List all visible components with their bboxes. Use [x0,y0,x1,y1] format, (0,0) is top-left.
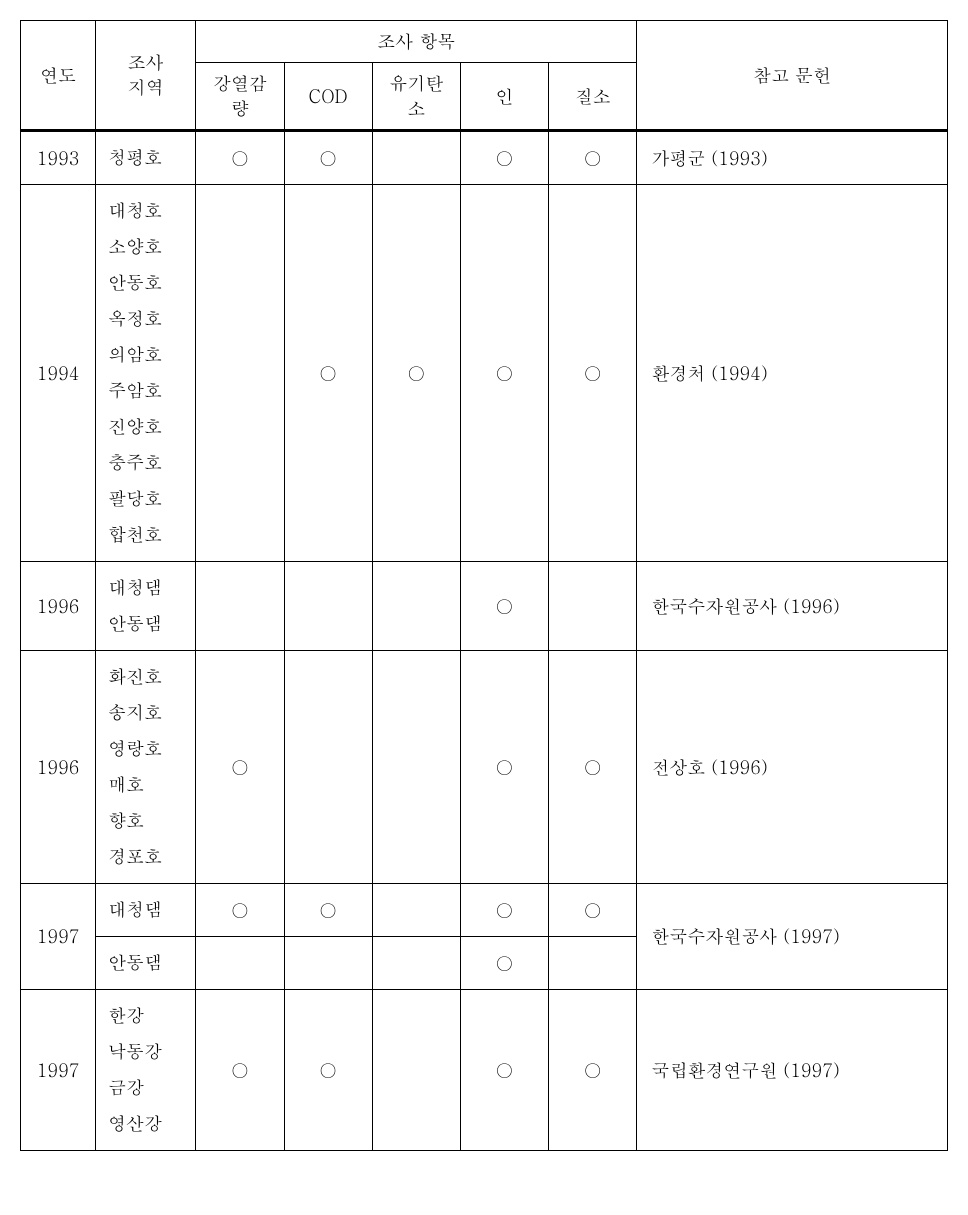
mark-cell-2 [372,562,460,651]
header-survey-items-group: 조사 항목 [196,21,637,63]
reference-cell: 한국수자원공사 (1997) [637,884,948,990]
mark-cell-2: ○ [372,185,460,562]
region-cell: 화진호송지호영랑호매호향호경포호 [96,651,196,884]
mark-cell-4: ○ [549,185,637,562]
mark-cell-4: ○ [549,131,637,185]
survey-table: 연도 조사지역 조사 항목 참고 문헌 강열감량 COD 유기탄소 인 질소 1… [20,20,948,1151]
mark-cell-0: ○ [196,990,284,1151]
mark-cell-0: ○ [196,651,284,884]
mark-cell-4 [549,562,637,651]
mark-cell-1 [284,562,372,651]
header-reference: 참고 문헌 [637,21,948,131]
mark-cell-4 [549,937,637,990]
header-item-1: COD [284,63,372,131]
table-row: 1996대청댐안동댐 ○ 한국수자원공사 (1996) [21,562,948,651]
mark-cell-2 [372,990,460,1151]
region-cell: 청평호 [96,131,196,185]
mark-cell-0 [196,937,284,990]
mark-cell-0: ○ [196,884,284,937]
table-row: 1996화진호송지호영랑호매호향호경포호○○○전상호 (1996) [21,651,948,884]
mark-cell-4: ○ [549,884,637,937]
reference-cell: 가평군 (1993) [637,131,948,185]
region-cell: 대청호소양호안동호옥정호의암호주암호진양호충주호팔당호합천호 [96,185,196,562]
region-cell: 대청댐안동댐 [96,562,196,651]
mark-cell-4: ○ [549,990,637,1151]
region-cell: 한강낙동강금강영산강 [96,990,196,1151]
mark-cell-4: ○ [549,651,637,884]
year-cell: 1996 [21,562,96,651]
mark-cell-3: ○ [460,884,548,937]
mark-cell-3: ○ [460,562,548,651]
header-region: 조사지역 [96,21,196,131]
mark-cell-1: ○ [284,131,372,185]
year-cell: 1993 [21,131,96,185]
reference-cell: 국립환경연구원 (1997) [637,990,948,1151]
region-cell: 안동댐 [96,937,196,990]
header-item-4: 질소 [549,63,637,131]
mark-cell-1 [284,937,372,990]
table-row: 1997한강낙동강금강영산강○○○○국립환경연구원 (1997) [21,990,948,1151]
mark-cell-2 [372,131,460,185]
reference-cell: 전상호 (1996) [637,651,948,884]
table-row: 1993청평호○○○○가평군 (1993) [21,131,948,185]
mark-cell-3: ○ [460,937,548,990]
mark-cell-3: ○ [460,990,548,1151]
mark-cell-3: ○ [460,651,548,884]
reference-cell: 환경처 (1994) [637,185,948,562]
mark-cell-1: ○ [284,884,372,937]
mark-cell-0 [196,185,284,562]
mark-cell-2 [372,651,460,884]
mark-cell-0: ○ [196,131,284,185]
year-cell: 1996 [21,651,96,884]
year-cell: 1994 [21,185,96,562]
table-body: 1993청평호○○○○가평군 (1993)1994대청호소양호안동호옥정호의암호… [21,131,948,1151]
header-item-0: 강열감량 [196,63,284,131]
mark-cell-1: ○ [284,185,372,562]
table-row: 1997대청댐○○○○한국수자원공사 (1997) [21,884,948,937]
region-cell: 대청댐 [96,884,196,937]
mark-cell-2 [372,884,460,937]
table-row: 1994대청호소양호안동호옥정호의암호주암호진양호충주호팔당호합천호○○○○환경… [21,185,948,562]
mark-cell-2 [372,937,460,990]
mark-cell-1 [284,651,372,884]
mark-cell-3: ○ [460,185,548,562]
year-cell: 1997 [21,990,96,1151]
mark-cell-3: ○ [460,131,548,185]
header-item-2: 유기탄소 [372,63,460,131]
mark-cell-1: ○ [284,990,372,1151]
reference-cell: 한국수자원공사 (1996) [637,562,948,651]
mark-cell-0 [196,562,284,651]
table-header: 연도 조사지역 조사 항목 참고 문헌 강열감량 COD 유기탄소 인 질소 [21,21,948,131]
header-item-3: 인 [460,63,548,131]
year-cell: 1997 [21,884,96,990]
header-year: 연도 [21,21,96,131]
